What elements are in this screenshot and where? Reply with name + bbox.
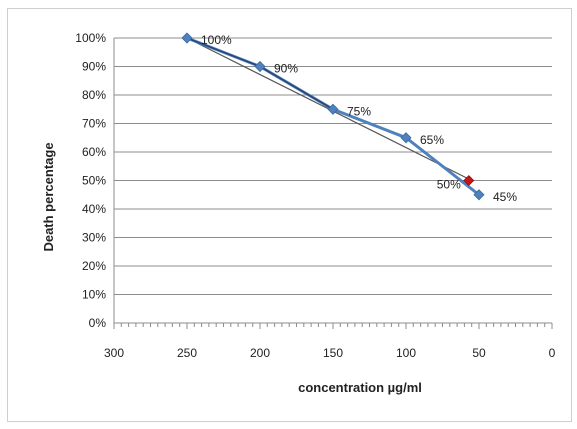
data-label: 90% [274,62,298,76]
y-tick-label: 20% [82,259,106,273]
y-axis-tick-labels: 0% 10% 20% 30% 40% 50% 60% 70% 80% 90% 100% [75,31,106,330]
x-tick-label: 100 [396,346,416,360]
gridlines [114,37,552,295]
y-tick-label: 10% [82,288,106,302]
data-point [473,189,485,201]
series-line [186,36,480,196]
y-tick-label: 90% [82,60,106,74]
x-tick-label: 50 [472,346,486,360]
x-tick-label: 300 [104,346,124,360]
y-tick-label: 40% [82,202,106,216]
data-series [181,32,485,201]
data-point [181,32,193,44]
data-point [254,60,266,73]
y-tick-label: 0% [89,316,107,330]
data-label: 75% [347,104,371,118]
y-tick-label: 70% [82,117,106,131]
axes [113,38,553,329]
highlight-point [463,175,475,186]
data-labels: 100% 90% 75% 65% 45% 50% [201,33,517,204]
data-label: 65% [420,133,444,147]
y-tick-label: 50% [82,174,106,188]
y-tick-label: 100% [75,31,106,45]
y-axis-title: Death percentage [41,142,56,251]
y-tick-label: 60% [82,145,106,159]
highlight-label: 50% [437,178,461,192]
data-label: 45% [493,190,517,204]
data-point [400,132,412,144]
y-tick-label: 30% [82,231,106,245]
data-label: 100% [201,33,232,47]
x-tick-label: 150 [323,346,343,360]
x-tick-label: 250 [177,346,197,360]
x-tick-label: 200 [250,346,270,360]
data-point [327,103,339,115]
x-axis-title: concentration µg/ml [298,380,422,395]
chart-frame [7,8,572,422]
x-axis-tick-labels: 300 250 200 150 100 50 0 [104,346,556,360]
y-tick-label: 80% [82,88,106,102]
x-tick-label: 0 [549,346,556,360]
